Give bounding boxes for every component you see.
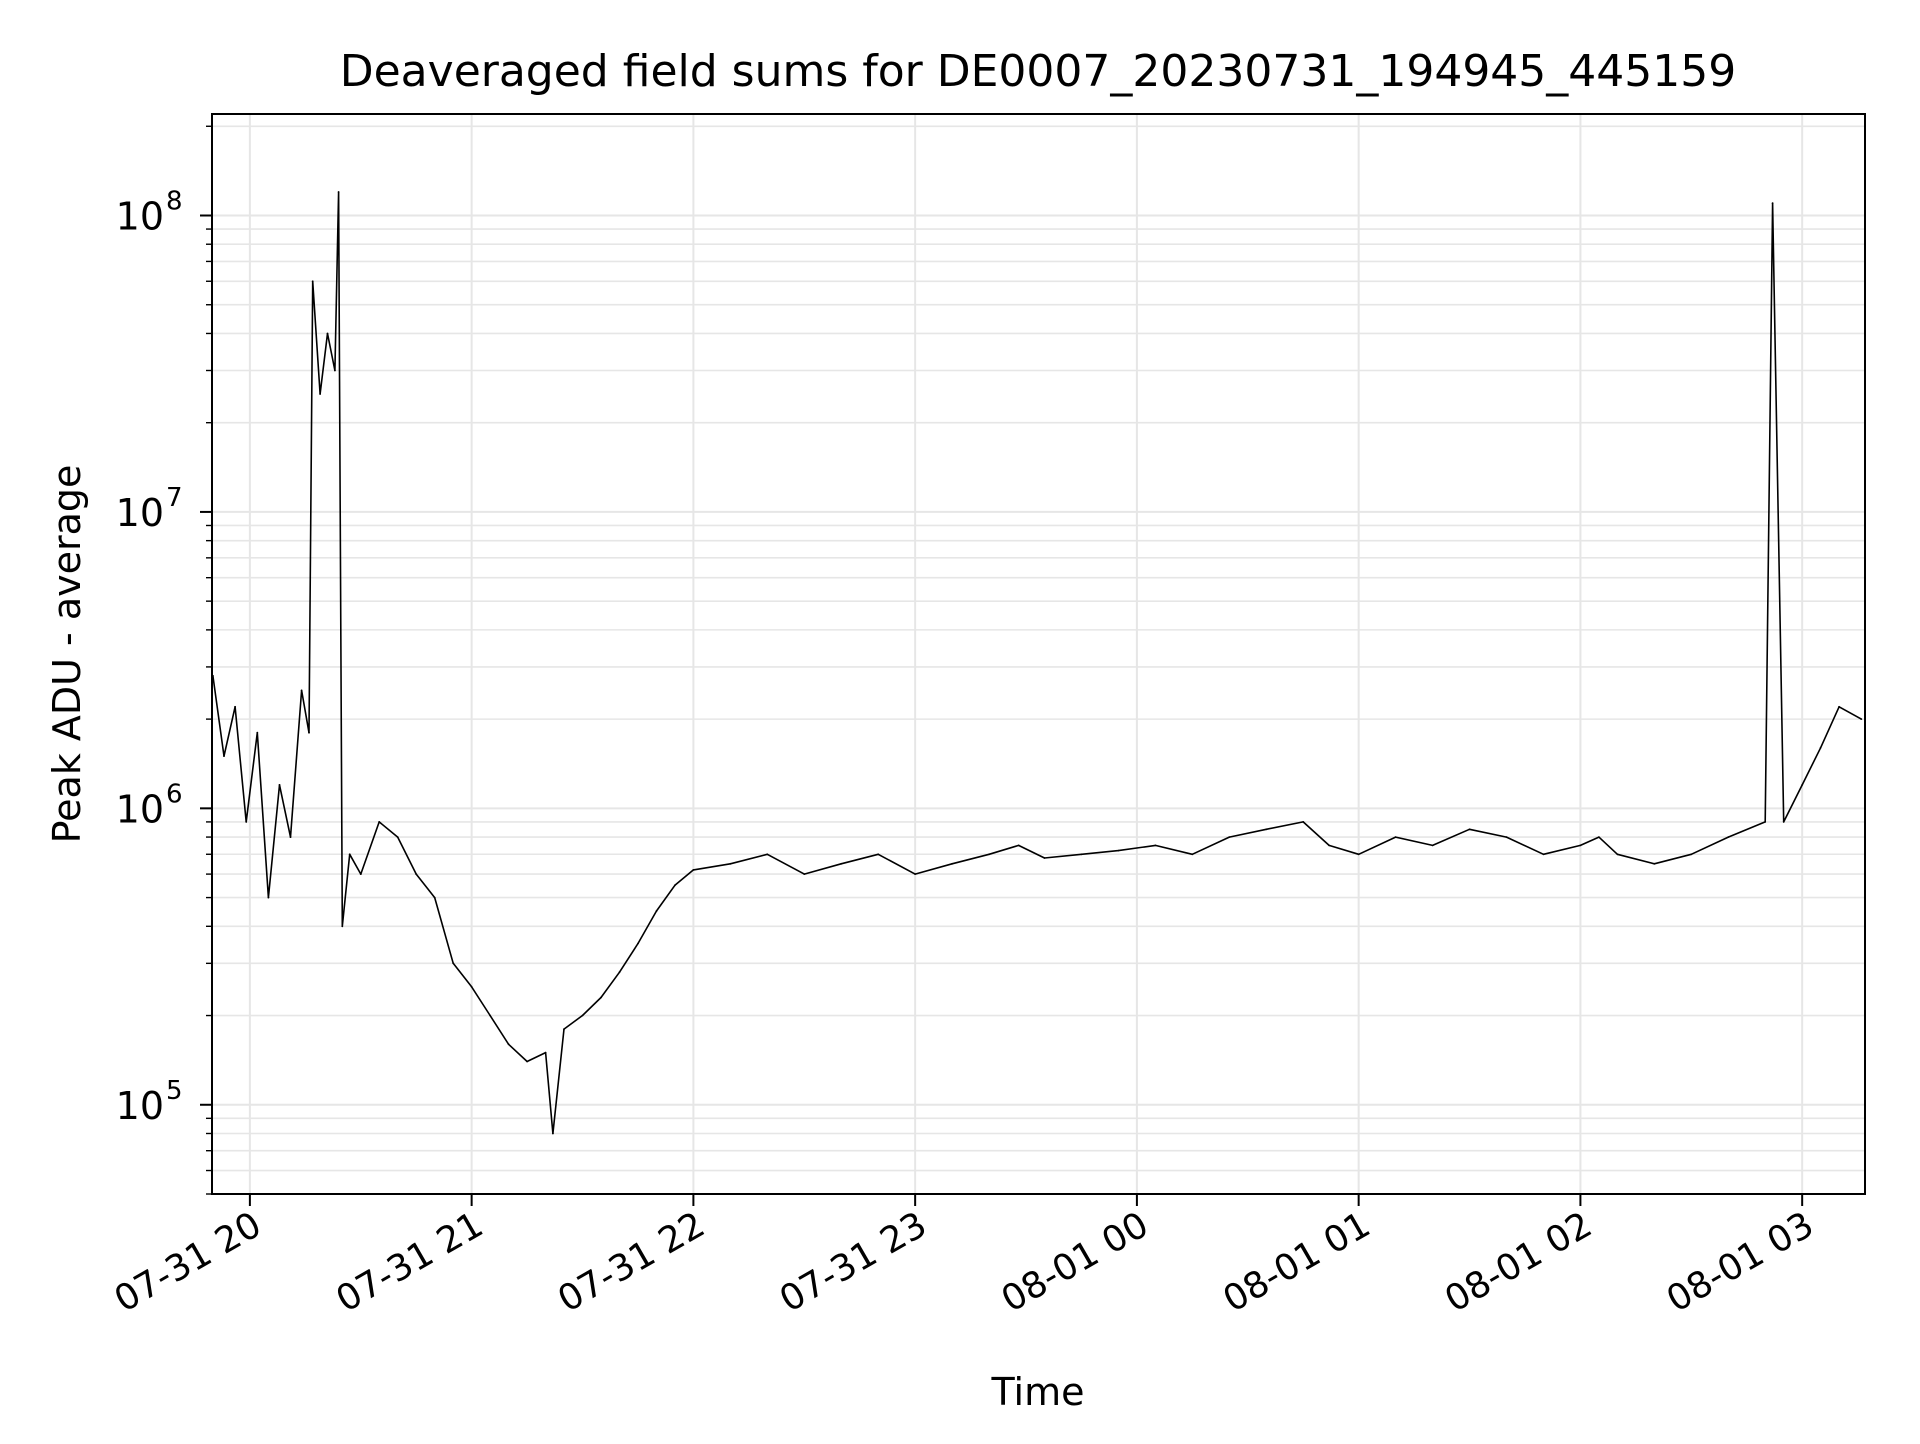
data-point: [563, 1028, 565, 1030]
data-point: [618, 971, 621, 974]
data-point: [507, 1043, 510, 1046]
data-point: [1727, 836, 1730, 838]
data-point: [1302, 821, 1305, 823]
y-axis-label: Peak ADU - average: [45, 465, 89, 844]
data-point: [1043, 857, 1046, 859]
data-point: [1771, 202, 1774, 205]
data-point: [234, 705, 237, 708]
data-point: [840, 862, 843, 865]
data-point: [766, 853, 769, 856]
data-point: [245, 821, 248, 823]
data-point: [289, 836, 292, 838]
data-point: [877, 853, 880, 856]
data-point: [1819, 746, 1822, 749]
data-point: [223, 755, 225, 757]
data-point: [359, 873, 362, 875]
data-point: [1265, 828, 1268, 831]
data-point: [1690, 853, 1693, 856]
data-point: [311, 280, 314, 283]
y-tick-label-exponent: 7: [166, 483, 183, 513]
data-point: [1357, 853, 1360, 856]
data-point: [337, 191, 340, 193]
data-point: [600, 996, 602, 999]
data-point: [1764, 821, 1767, 823]
tick-marks: [200, 125, 1804, 1206]
data-point: [1598, 836, 1600, 838]
plot-frame: [211, 113, 1866, 1195]
data-point: [1117, 849, 1120, 852]
data-point: [526, 1060, 528, 1063]
data-point: [1505, 836, 1508, 838]
data-point: [1838, 705, 1840, 708]
data-point: [692, 869, 695, 871]
data-point: [951, 862, 953, 865]
data-point: [552, 1132, 554, 1135]
data-point: [1653, 862, 1656, 865]
data-point: [1080, 853, 1083, 856]
data-point: [348, 853, 351, 856]
data-point: [1616, 853, 1619, 856]
data-point: [433, 896, 436, 899]
data-point: [489, 1014, 491, 1017]
y-tick-label-base: 10: [116, 787, 164, 831]
data-point: [1579, 844, 1582, 847]
data-point: [267, 896, 270, 899]
data-point: [729, 862, 732, 865]
data-point: [637, 942, 639, 945]
data-point: [1468, 828, 1471, 831]
data-point: [1228, 836, 1231, 838]
data-point: [319, 393, 321, 395]
data-point: [1542, 853, 1545, 856]
data-point: [300, 689, 303, 692]
y-tick-label-base: 10: [116, 1084, 164, 1128]
y-tick-label-exponent: 6: [166, 779, 183, 809]
data-point: [452, 962, 455, 965]
data-point: [256, 731, 259, 734]
y-tick-label-exponent: 5: [166, 1076, 183, 1106]
data-point: [655, 910, 658, 912]
data-point: [1394, 836, 1397, 838]
series-layer: [212, 191, 1863, 1135]
data-point: [470, 985, 473, 988]
data-point: [1431, 844, 1434, 847]
data-point: [914, 873, 916, 875]
data-point: [1154, 844, 1157, 847]
data-point: [581, 1014, 584, 1017]
data-point: [415, 873, 418, 875]
data-point: [326, 332, 329, 335]
data-point: [1860, 718, 1863, 720]
y-tick-label-base: 10: [116, 195, 164, 239]
data-point: [278, 784, 281, 786]
series-line: [212, 191, 1862, 1135]
chart-title: Deaveraged field sums for DE0007_2023073…: [340, 46, 1737, 97]
data-point: [674, 884, 676, 887]
data-point: [1191, 853, 1194, 856]
y-tick-label-exponent: 8: [166, 187, 183, 217]
x-axis-label: Time: [991, 1370, 1085, 1414]
data-point: [1782, 821, 1785, 823]
data-point: [308, 731, 310, 734]
data-point: [334, 369, 336, 372]
data-point: [378, 821, 381, 823]
data-point: [544, 1051, 547, 1054]
data-point: [341, 925, 344, 928]
data-point: [396, 836, 399, 838]
data-point: [1328, 844, 1330, 847]
data-point: [803, 873, 806, 875]
data-point: [988, 853, 990, 856]
y-tick-label-base: 10: [116, 491, 164, 535]
data-point: [1801, 784, 1804, 786]
data-point: [1017, 844, 1020, 847]
